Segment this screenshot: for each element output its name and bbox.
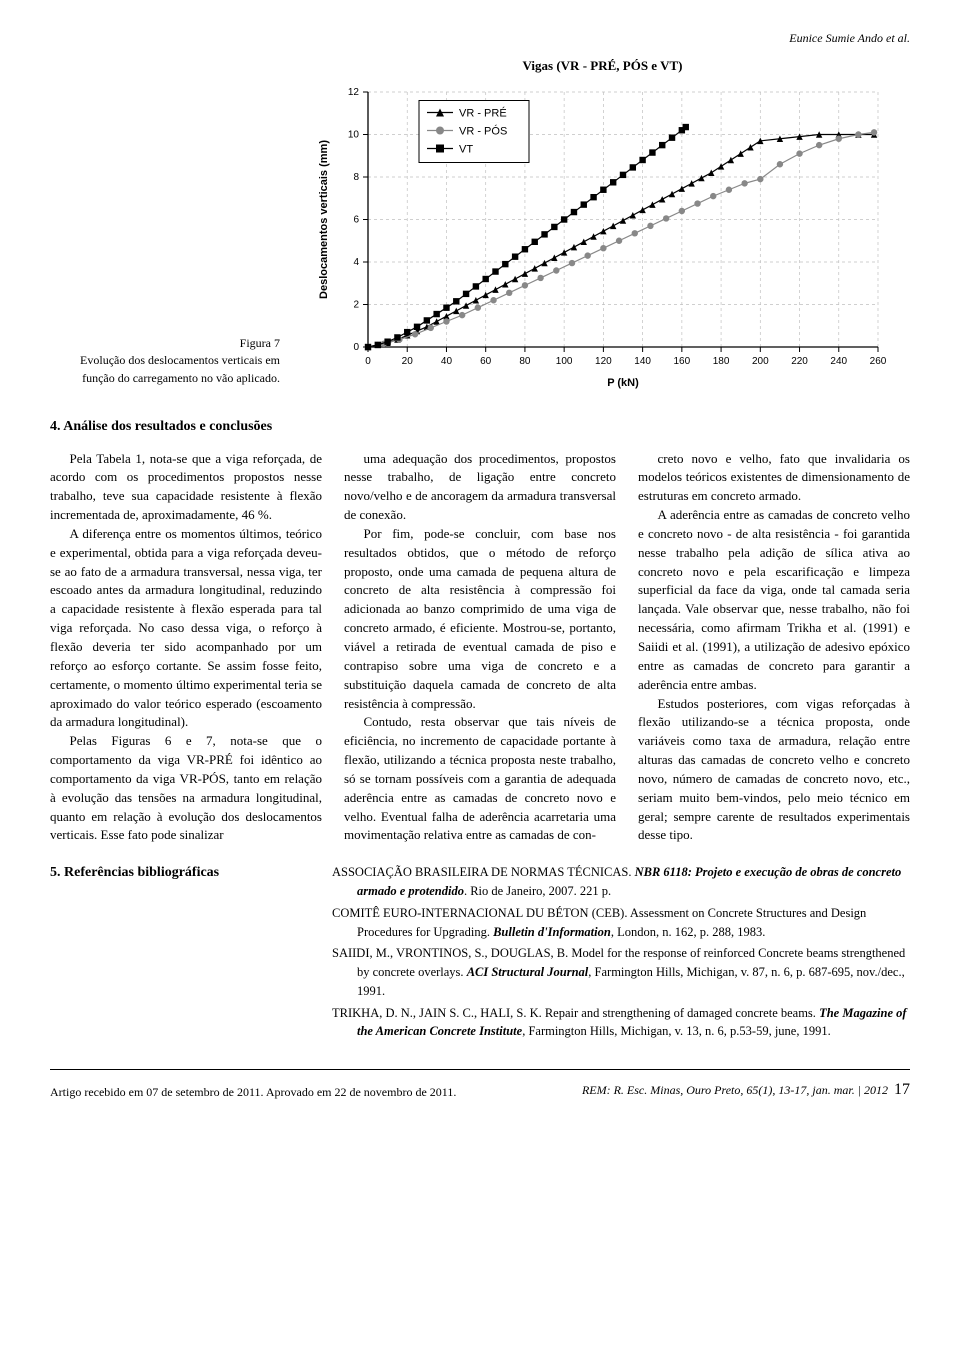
svg-text:8: 8 xyxy=(353,172,359,183)
body-p8: A aderência entre as camadas de concreto… xyxy=(638,506,910,694)
svg-text:10: 10 xyxy=(347,130,359,141)
svg-text:140: 140 xyxy=(634,356,651,367)
svg-text:2: 2 xyxy=(353,300,359,311)
figure-label: Figura 7 xyxy=(50,335,280,352)
svg-text:100: 100 xyxy=(555,356,572,367)
ref-4: TRIKHA, D. N., JAIN S. C., HALI, S. K. R… xyxy=(332,1004,910,1042)
body-p5: Por fim, pode-se concluir, com base nos … xyxy=(344,525,616,713)
figure-row: Figura 7 Evolução dos deslocamentos vert… xyxy=(50,57,910,392)
svg-text:12: 12 xyxy=(347,87,359,98)
body-p4: uma adequação dos procedimentos, propost… xyxy=(344,450,616,525)
svg-text:4: 4 xyxy=(353,257,359,268)
svg-text:VT: VT xyxy=(459,144,473,156)
chart-title: Vigas (VR - PRÉ, PÓS e VT) xyxy=(295,57,910,76)
body-p2: A diferença entre os momentos últimos, t… xyxy=(50,525,322,732)
svg-text:200: 200 xyxy=(751,356,768,367)
page-number: 17 xyxy=(894,1081,910,1098)
svg-text:160: 160 xyxy=(673,356,690,367)
footer-received: Artigo recebido em 07 de setembro de 201… xyxy=(50,1084,456,1101)
figure-caption-text: Evolução dos deslocamentos verticais em … xyxy=(80,353,280,384)
displacement-chart: 0 20 40 60 80 100 120 140 160 180 200 220 240 260 0 2 4 6… xyxy=(313,82,893,392)
section5-title: 5. Referências bibliográficas xyxy=(50,863,310,1044)
svg-text:120: 120 xyxy=(595,356,612,367)
body-p9: Estudos posteriores, com vigas reforçada… xyxy=(638,695,910,846)
chart-container: Vigas (VR - PRÉ, PÓS e VT) 0204060801001… xyxy=(295,57,910,392)
section4-title: 4. Análise dos resultados e conclusões xyxy=(50,417,910,437)
svg-text:80: 80 xyxy=(519,356,531,367)
svg-text:180: 180 xyxy=(712,356,729,367)
svg-text:0: 0 xyxy=(353,342,359,353)
svg-text:40: 40 xyxy=(440,356,452,367)
svg-text:6: 6 xyxy=(353,215,359,226)
svg-text:240: 240 xyxy=(830,356,847,367)
svg-text:0: 0 xyxy=(365,356,371,367)
header-author: Eunice Sumie Ando et al. xyxy=(50,30,910,47)
figure-caption: Figura 7 Evolução dos deslocamentos vert… xyxy=(50,335,280,392)
svg-text:VR - PÓS: VR - PÓS xyxy=(459,125,507,138)
svg-text:Deslocamentos verticais (mm): Deslocamentos verticais (mm) xyxy=(318,140,330,299)
references-row: 5. Referências bibliográficas ASSOCIAÇÃO… xyxy=(50,863,910,1044)
svg-text:VR - PRÉ: VR - PRÉ xyxy=(459,107,507,120)
svg-text:260: 260 xyxy=(869,356,886,367)
body-p6: Contudo, resta observar que tais níveis … xyxy=(344,713,616,845)
svg-text:60: 60 xyxy=(480,356,492,367)
body-p7: creto novo e velho, fato que invalidaria… xyxy=(638,450,910,507)
footer: Artigo recebido em 07 de setembro de 201… xyxy=(50,1078,910,1101)
body-p1: Pela Tabela 1, nota-se que a viga reforç… xyxy=(50,450,322,525)
ref-3: SAIIDI, M., VRONTINOS, S., DOUGLAS, B. M… xyxy=(332,944,910,1000)
svg-text:20: 20 xyxy=(401,356,413,367)
ref-2: COMITÊ EURO-INTERNACIONAL DU BÉTON (CEB)… xyxy=(332,904,910,942)
ref-1: ASSOCIAÇÃO BRASILEIRA DE NORMAS TÉCNICAS… xyxy=(332,863,910,901)
body-columns: Pela Tabela 1, nota-se que a viga reforç… xyxy=(50,450,910,846)
references-body: ASSOCIAÇÃO BRASILEIRA DE NORMAS TÉCNICAS… xyxy=(332,863,910,1044)
svg-text:220: 220 xyxy=(791,356,808,367)
body-p3: Pelas Figuras 6 e 7, nota-se que o compo… xyxy=(50,732,322,845)
footer-journal: REM: R. Esc. Minas, Ouro Preto, 65(1), 1… xyxy=(582,1078,910,1101)
footer-rule xyxy=(50,1069,910,1070)
svg-text:P (kN): P (kN) xyxy=(607,377,639,389)
